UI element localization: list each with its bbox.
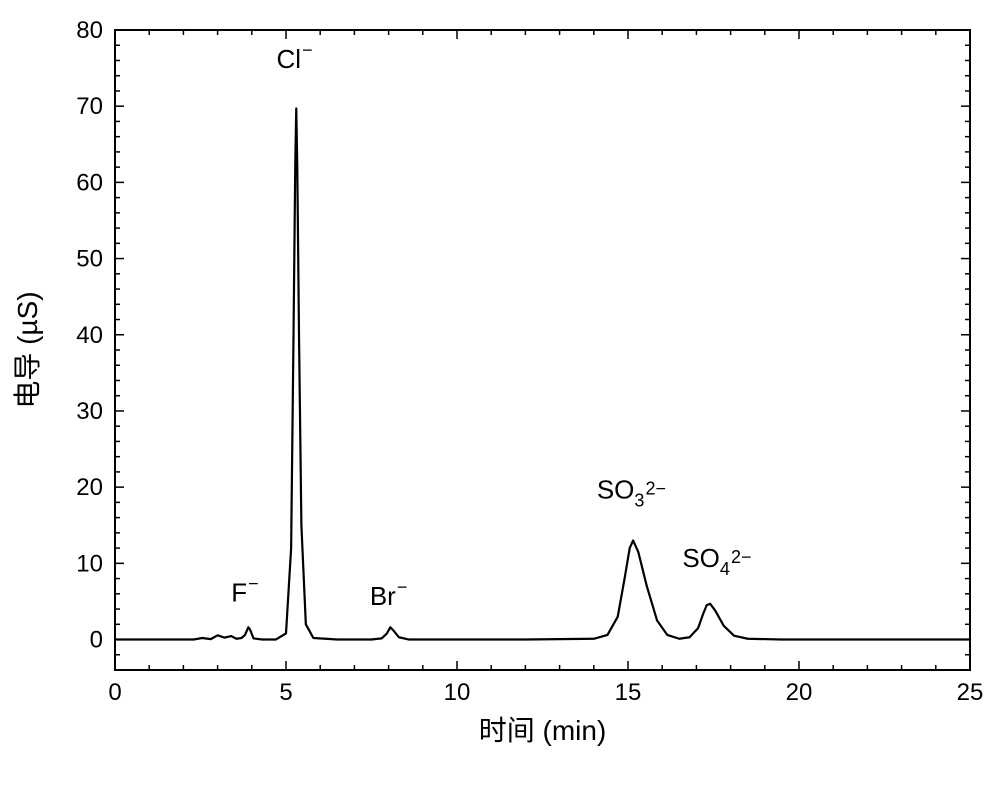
y-tick-label: 40 bbox=[76, 322, 103, 349]
y-tick-label: 70 bbox=[76, 93, 103, 120]
x-axis-label: 时间 (min) bbox=[479, 715, 607, 746]
y-axis-label: 电导 (µS) bbox=[12, 291, 43, 408]
y-tick-label: 80 bbox=[76, 17, 103, 44]
x-tick-label: 25 bbox=[957, 679, 984, 706]
y-tick-label: 30 bbox=[76, 398, 103, 425]
x-tick-label: 20 bbox=[786, 679, 813, 706]
y-tick-label: 50 bbox=[76, 246, 103, 273]
y-tick-label: 0 bbox=[90, 627, 103, 654]
y-tick-label: 20 bbox=[76, 474, 103, 501]
chromatogram-chart: 0 5 10 15 20 25 0 10 20 30 40 50 60 70 80 时间 (min) 电导 (µ… bbox=[0, 0, 1000, 787]
chart-svg: 0 5 10 15 20 25 0 10 20 30 40 50 60 70 80 时间 (min) 电导 (µ… bbox=[0, 0, 1000, 787]
x-tick-label: 0 bbox=[108, 679, 121, 706]
x-tick-label: 10 bbox=[444, 679, 471, 706]
x-tick-label: 15 bbox=[615, 679, 642, 706]
x-tick-label: 5 bbox=[279, 679, 292, 706]
y-tick-label: 60 bbox=[76, 169, 103, 196]
y-tick-label: 10 bbox=[76, 550, 103, 577]
